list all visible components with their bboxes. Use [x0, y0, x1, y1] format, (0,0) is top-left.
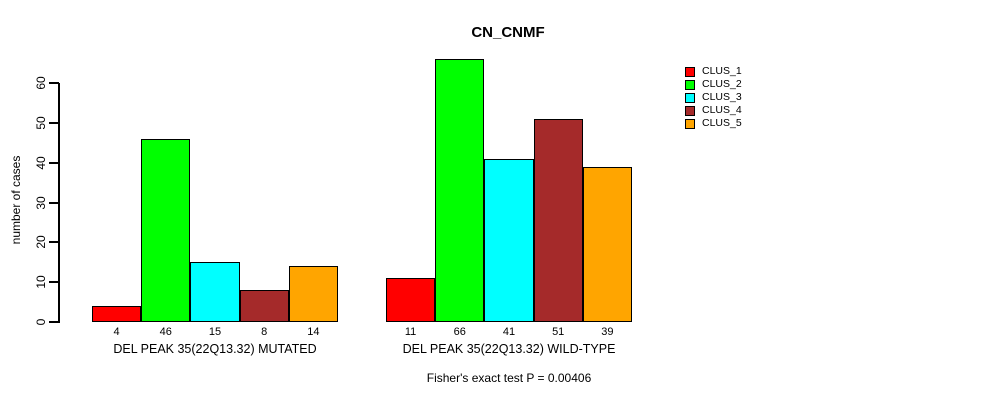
- bar-clus_1: [92, 306, 142, 322]
- legend-item-clus_3: CLUS_3: [685, 91, 742, 104]
- y-tick-mark: [49, 241, 59, 244]
- legend-swatch: [685, 105, 695, 116]
- bar-clus_3: [190, 262, 240, 322]
- group-label-wild-type: DEL PEAK 35(22Q13.32) WILD-TYPE: [402, 342, 616, 356]
- y-tick-mark: [49, 161, 59, 164]
- group-label-mutated: DEL PEAK 35(22Q13.32) MUTATED: [113, 342, 317, 356]
- bar-value-label: 4: [113, 326, 120, 338]
- legend-item-clus_5: CLUS_5: [685, 117, 742, 130]
- bar-clus_4: [239, 290, 289, 322]
- bar-value-label: 66: [453, 326, 466, 338]
- bar-value-label: 51: [552, 326, 565, 338]
- legend-item-clus_1: CLUS_1: [685, 65, 742, 78]
- bar-value-label: 41: [502, 326, 516, 338]
- bar-value-label: 8: [261, 326, 268, 338]
- y-tick-mark: [49, 321, 59, 323]
- bar-clus_1: [386, 278, 436, 322]
- legend-item-clus_4: CLUS_4: [685, 104, 742, 117]
- y-tick-mark: [49, 281, 59, 284]
- bar-value-label: 39: [601, 326, 614, 338]
- y-tick-mark: [49, 201, 59, 204]
- chart-title: CN_CNMF: [471, 24, 545, 41]
- legend-label: CLUS_2: [702, 78, 742, 90]
- legend-label: CLUS_3: [702, 91, 742, 103]
- bar-value-label: 46: [159, 326, 172, 338]
- legend-swatch: [685, 118, 695, 129]
- bar-clus_5: [582, 166, 632, 322]
- bar-value-label: 14: [307, 326, 320, 338]
- legend-swatch: [685, 92, 695, 103]
- legend-label: CLUS_4: [702, 104, 742, 116]
- legend: CLUS_1 CLUS_2 CLUS_3 CLUS_4 CLUS_5: [685, 65, 742, 130]
- y-axis-line: [58, 83, 60, 323]
- bar-clus_4: [533, 118, 583, 322]
- legend-item-clus_2: CLUS_2: [685, 78, 742, 91]
- bar-value-label: 15: [208, 326, 222, 338]
- y-tick-mark: [49, 121, 59, 124]
- y-tick-label: 50: [34, 116, 48, 130]
- bar-clus_5: [288, 266, 338, 322]
- legend-swatch: [685, 79, 695, 90]
- y-tick-label: 30: [34, 195, 48, 210]
- y-tick-label: 0: [34, 318, 48, 326]
- y-tick-label: 40: [34, 155, 48, 170]
- y-tick-label: 20: [34, 235, 48, 250]
- legend-label: CLUS_5: [702, 117, 742, 129]
- bar-clus_2: [435, 59, 485, 322]
- footnote-fisher-test: Fisher's exact test P = 0.00406: [426, 371, 592, 385]
- y-tick-label: 10: [34, 275, 48, 289]
- bar-clus_3: [484, 158, 534, 322]
- legend-swatch: [685, 66, 695, 77]
- legend-label: CLUS_1: [702, 65, 742, 77]
- bar-clus_2: [141, 138, 191, 322]
- bar-value-label: 11: [404, 326, 417, 338]
- y-tick-mark: [49, 82, 59, 84]
- y-tick-label: 60: [34, 76, 48, 90]
- y-axis-label: number of cases: [9, 155, 23, 245]
